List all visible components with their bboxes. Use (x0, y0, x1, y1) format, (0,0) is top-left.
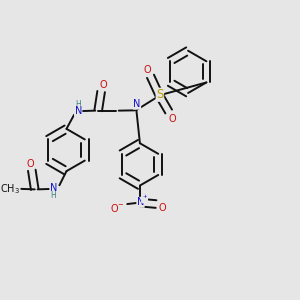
Text: $^{+}$: $^{+}$ (142, 194, 148, 203)
Text: S: S (156, 88, 164, 101)
Text: O: O (99, 80, 107, 90)
Text: N: N (133, 99, 141, 109)
Text: CH$_3$: CH$_3$ (0, 182, 20, 196)
Text: O: O (158, 203, 166, 213)
Text: O$^{-}$: O$^{-}$ (110, 202, 125, 214)
Text: O: O (26, 159, 34, 169)
Text: H: H (75, 100, 81, 109)
Text: N: N (74, 106, 82, 116)
Text: N: N (137, 197, 144, 207)
Text: N: N (50, 183, 57, 193)
Text: O: O (143, 65, 151, 75)
Text: O: O (168, 114, 176, 124)
Text: H: H (51, 191, 56, 200)
